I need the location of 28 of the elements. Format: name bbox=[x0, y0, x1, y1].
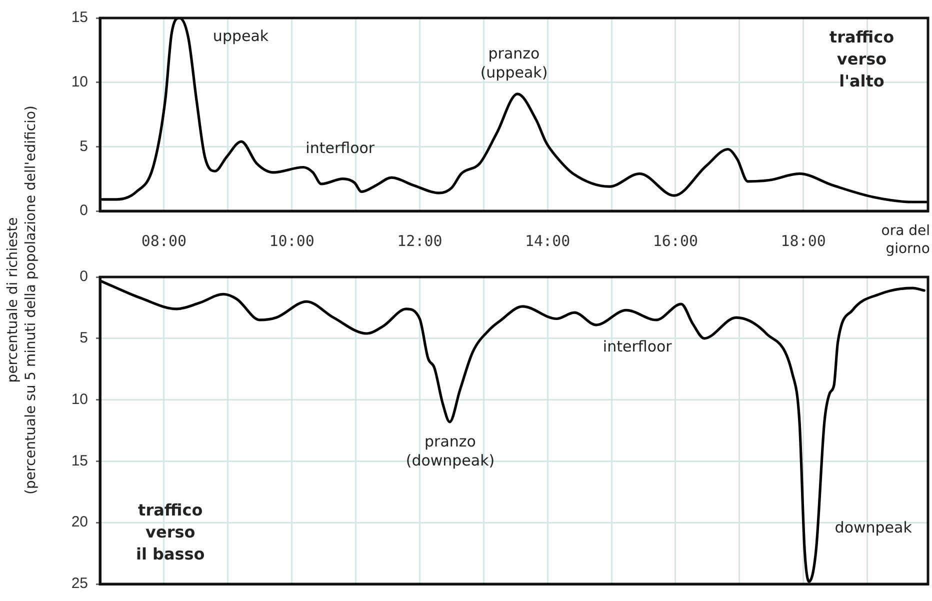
x-axis-title: ora del giorno bbox=[880, 222, 930, 258]
annotation: downpeak bbox=[834, 518, 912, 537]
y-tick-label: 0 bbox=[80, 202, 88, 220]
x-tick-label: 14:00 bbox=[524, 232, 570, 250]
x-tick-label: 10:00 bbox=[269, 232, 314, 250]
y-tick-label: 20 bbox=[71, 514, 88, 531]
line-series bbox=[100, 279, 926, 583]
y-tick-label: 10 bbox=[71, 390, 88, 408]
y-axis-title: percentuale di richieste (percentuale su 5 minuti della popolazione dell'edificio) bbox=[4, 104, 40, 496]
y-tick-label: 15 bbox=[71, 9, 88, 26]
y-tick-label: 5 bbox=[80, 330, 88, 347]
annotation: interfloor bbox=[306, 139, 376, 158]
x-tick-label: 18:00 bbox=[780, 232, 826, 250]
line-series bbox=[100, 18, 928, 204]
y-tick-label: 15 bbox=[71, 452, 88, 470]
annotation: traffico verso il basso bbox=[136, 500, 205, 564]
annotation: traffico verso l'alto bbox=[829, 28, 894, 91]
annotation: interfloor bbox=[602, 338, 673, 356]
x-tick-label: 12:00 bbox=[397, 232, 442, 250]
y-tick-label: 0 bbox=[80, 268, 88, 286]
y-tick-label: 25 bbox=[71, 575, 88, 592]
x-tick-label: 16:00 bbox=[652, 232, 698, 250]
annotation: pranzo (uppeak) bbox=[480, 44, 548, 82]
x-tick-label: 08:00 bbox=[141, 232, 187, 250]
y-tick-label: 10 bbox=[71, 73, 88, 90]
y-tick-label: 5 bbox=[80, 138, 88, 155]
annotation: uppeak bbox=[212, 27, 269, 46]
annotation: pranzo (downpeak) bbox=[406, 432, 495, 470]
